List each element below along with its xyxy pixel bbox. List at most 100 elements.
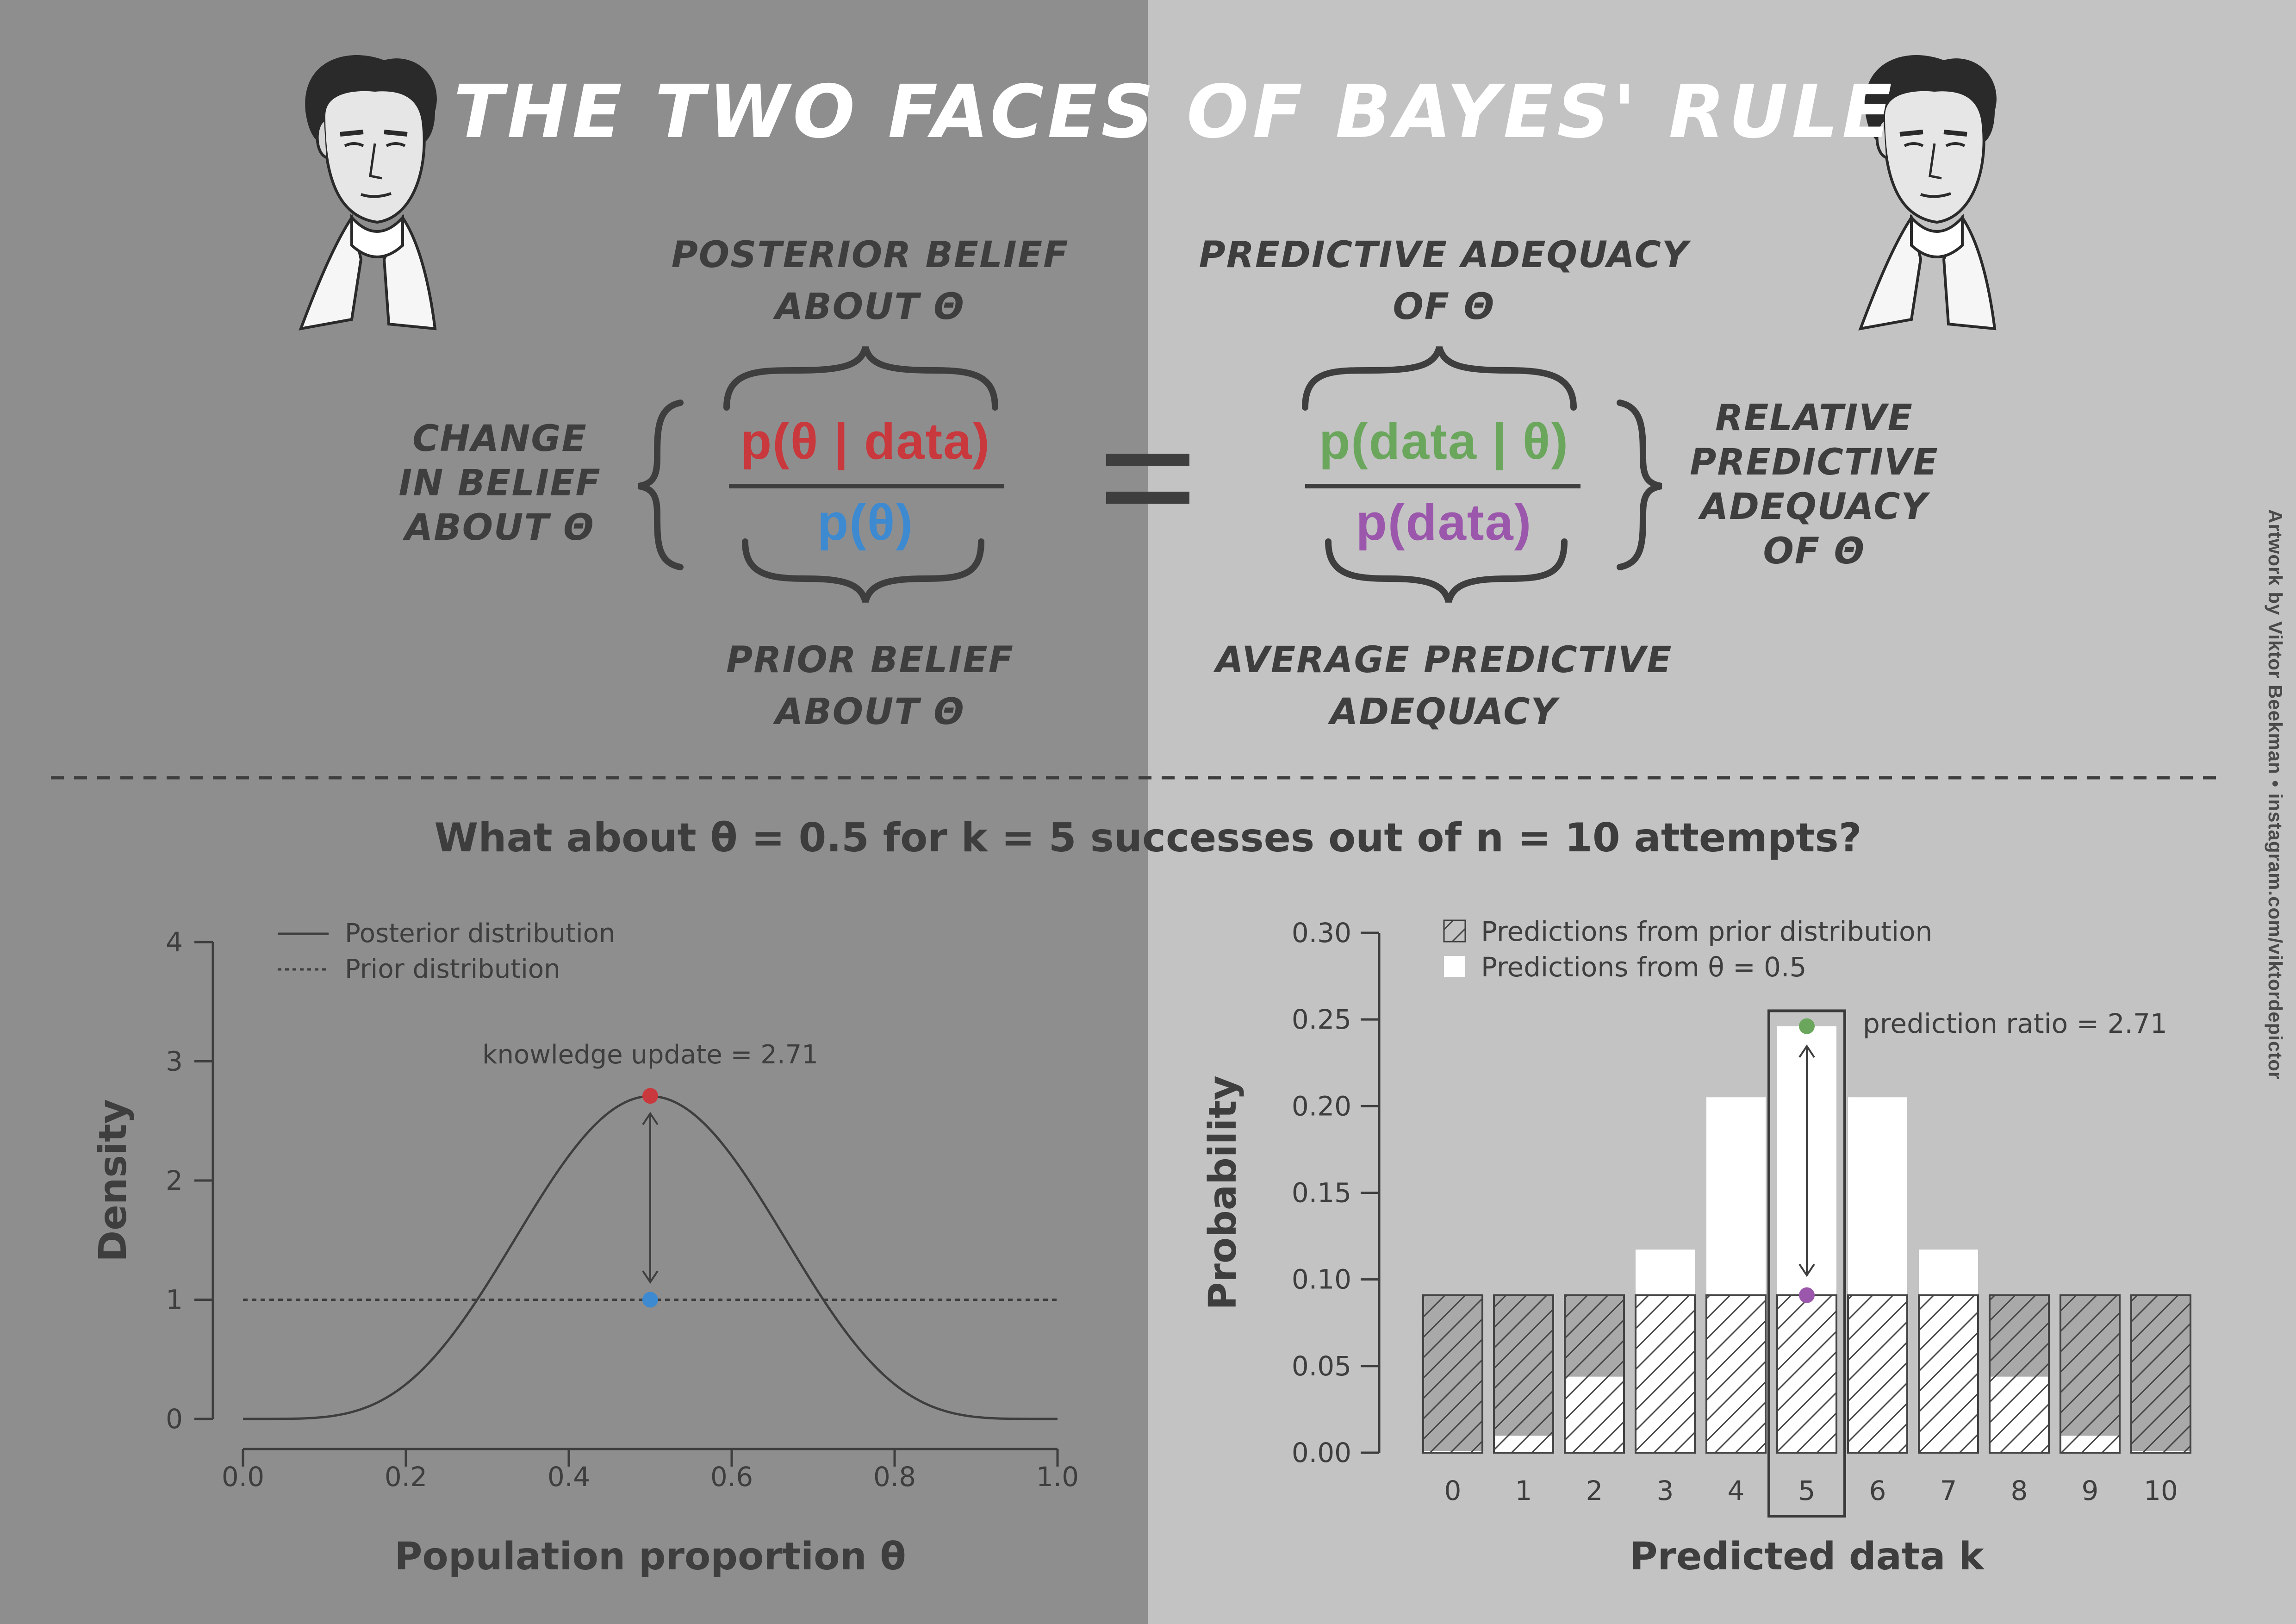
prior-label-line: about θ xyxy=(775,691,965,733)
density-y-tick-label: 2 xyxy=(166,1165,183,1196)
prediction-bar-chart: 0.00 0.05 0.10 0.15 0.20 0.25 0.30 Probability P… xyxy=(1201,916,2191,1579)
formula-left-denominator: p(θ) xyxy=(817,494,914,551)
density-y-axis-label: Density xyxy=(91,1099,135,1262)
relative-label-line: of θ xyxy=(1763,531,1866,572)
portrait-left xyxy=(299,55,437,331)
posterior-label: Posterior belief about θ xyxy=(592,229,1148,333)
bar-y-tick-label: 0.05 xyxy=(1292,1350,1351,1382)
legend-theta-swatch xyxy=(1444,956,1465,977)
predictive-adequacy-label: Predictive adequacy of θ xyxy=(1166,229,1722,333)
average-predictive-line: Average predictive xyxy=(1215,639,1673,681)
prior-bar xyxy=(2060,1294,2121,1454)
left-background xyxy=(0,0,1148,1624)
bar-x-tick-label: 9 xyxy=(2082,1475,2099,1506)
density-x-tick-label: 0.2 xyxy=(385,1461,427,1493)
portrait-right xyxy=(1858,55,1997,331)
change-label-line: Change xyxy=(412,418,587,460)
formula-braces xyxy=(638,346,1662,603)
bar-x-tick-label: 4 xyxy=(1728,1475,1745,1506)
prior-bar xyxy=(1989,1294,2050,1454)
density-y-tick-label: 3 xyxy=(166,1046,183,1077)
bar-x-tick-label: 2 xyxy=(1586,1475,1603,1506)
prior-bar xyxy=(2130,1294,2191,1454)
density-y-tick-label: 0 xyxy=(166,1403,183,1435)
prior-bar xyxy=(1493,1294,1554,1454)
change-label: Change in belief about θ xyxy=(356,417,643,550)
density-y-tick-label: 4 xyxy=(166,926,183,958)
formula-left-numerator: p(θ | data) xyxy=(740,413,990,470)
bar-y-tick-label: 0.10 xyxy=(1292,1264,1351,1295)
relative-label: Relative predictive adequacy of θ xyxy=(1661,396,1967,574)
bar-y-tick-label: 0.20 xyxy=(1292,1090,1351,1122)
prior-bar xyxy=(1847,1294,1908,1454)
posterior-label-line: about θ xyxy=(775,286,965,328)
brace-top-left xyxy=(723,346,998,411)
bar-y-tick-label: 0.25 xyxy=(1292,1004,1351,1035)
prior-bar xyxy=(1422,1294,1483,1454)
bar-y-tick-label: 0.00 xyxy=(1292,1437,1351,1468)
density-x-tick-label: 0.4 xyxy=(548,1461,590,1493)
density-y-tick-label: 1 xyxy=(166,1284,183,1316)
legend-prior-predictions-label: Predictions from prior distribution xyxy=(1481,916,1932,947)
bar-y-tick-label: 0.15 xyxy=(1292,1177,1351,1209)
average-predictive-line: adequacy xyxy=(1330,691,1558,733)
density-x-tick-label: 0.6 xyxy=(710,1461,753,1493)
prediction-ratio-annotation: prediction ratio = 2.71 xyxy=(1863,1008,2167,1039)
density-x-tick-label: 0.8 xyxy=(873,1461,916,1493)
bar-x-tick-label: 0 xyxy=(1444,1475,1462,1506)
update-arrow-head-top xyxy=(642,1112,659,1125)
bar-x-axis-label: Predicted data k xyxy=(1630,1535,1985,1579)
prior-bar xyxy=(1705,1294,1767,1454)
section-divider xyxy=(51,776,2226,780)
artwork-credit: Artwork by Viktor Beekman • instagram.co… xyxy=(2265,509,2286,1080)
brace-bottom-right xyxy=(1325,538,1568,603)
predictive-adequacy-line: Predictive adequacy xyxy=(1199,234,1689,276)
legend-theta-predictions-label: Predictions from θ = 0.5 xyxy=(1481,951,1806,983)
bar-y-axis-label: Probability xyxy=(1201,1075,1245,1310)
change-label-line: in belief xyxy=(398,462,601,504)
bar-x-tick-label: 10 xyxy=(2144,1475,2178,1506)
posterior-point xyxy=(642,1088,658,1104)
knowledge-update-annotation: knowledge update = 2.71 xyxy=(482,1040,818,1070)
legend-posterior-label: Posterior distribution xyxy=(345,918,615,949)
density-chart: 0 1 2 3 4 0.0 0.2 0.4 0.6 0.8 1.0 Population propor… xyxy=(91,918,1079,1579)
posterior-label-line: Posterior belief xyxy=(671,234,1069,276)
bar-x-tick-label: 3 xyxy=(1657,1475,1674,1506)
density-x-tick-label: 0.0 xyxy=(222,1461,264,1493)
theta-prediction-point xyxy=(1799,1018,1815,1034)
prior-bar xyxy=(1776,1294,1837,1454)
brace-side-left xyxy=(638,400,684,570)
ratio-arrow-head-top xyxy=(1798,1044,1815,1058)
bar-x-tick-label: 1 xyxy=(1515,1475,1532,1506)
prior-bar xyxy=(1635,1294,1696,1454)
brace-top-right xyxy=(1302,346,1577,411)
bar-x-tick-label: 5 xyxy=(1798,1475,1816,1506)
predictive-adequacy-line: of θ xyxy=(1393,286,1495,328)
formula-right-denominator: p(data) xyxy=(1356,494,1532,551)
page-title: The two faces of Bayes' rule xyxy=(454,69,1896,155)
bar-x-tick-label: 8 xyxy=(2011,1475,2028,1506)
prior-label-line: Prior belief xyxy=(726,639,1014,681)
density-x-axis-label: Population proportion θ xyxy=(394,1535,906,1579)
question-heading: What about θ = 0.5 for k = 5 successes o… xyxy=(434,815,1862,861)
brace-bottom-left xyxy=(742,538,984,603)
relative-label-line: predictive xyxy=(1690,442,1939,483)
formula-right-numerator: p(data | θ) xyxy=(1319,413,1569,470)
bar-y-tick-label: 0.30 xyxy=(1292,917,1351,949)
highlight-box xyxy=(1767,1009,1846,1518)
bar-x-tick-label: 7 xyxy=(1940,1475,1957,1506)
equals-sign-top xyxy=(1106,454,1189,466)
density-x-tick-label: 1.0 xyxy=(1036,1461,1079,1493)
legend-prior-swatch xyxy=(1443,919,1466,943)
equals-sign-bottom xyxy=(1106,492,1189,504)
average-predictive-label: Average predictive adequacy xyxy=(1166,634,1722,738)
ratio-arrow-head-bottom xyxy=(1798,1263,1815,1277)
change-label-line: about θ xyxy=(404,507,595,549)
legend-prior-label: Prior distribution xyxy=(345,954,560,984)
prior-bar xyxy=(1918,1294,1979,1454)
prior-bar xyxy=(1564,1294,1625,1454)
prior-point xyxy=(642,1292,658,1308)
prior-label: Prior belief about θ xyxy=(592,634,1148,738)
relative-label-line: adequacy xyxy=(1700,486,1929,528)
update-arrow-head-bottom xyxy=(642,1270,659,1284)
